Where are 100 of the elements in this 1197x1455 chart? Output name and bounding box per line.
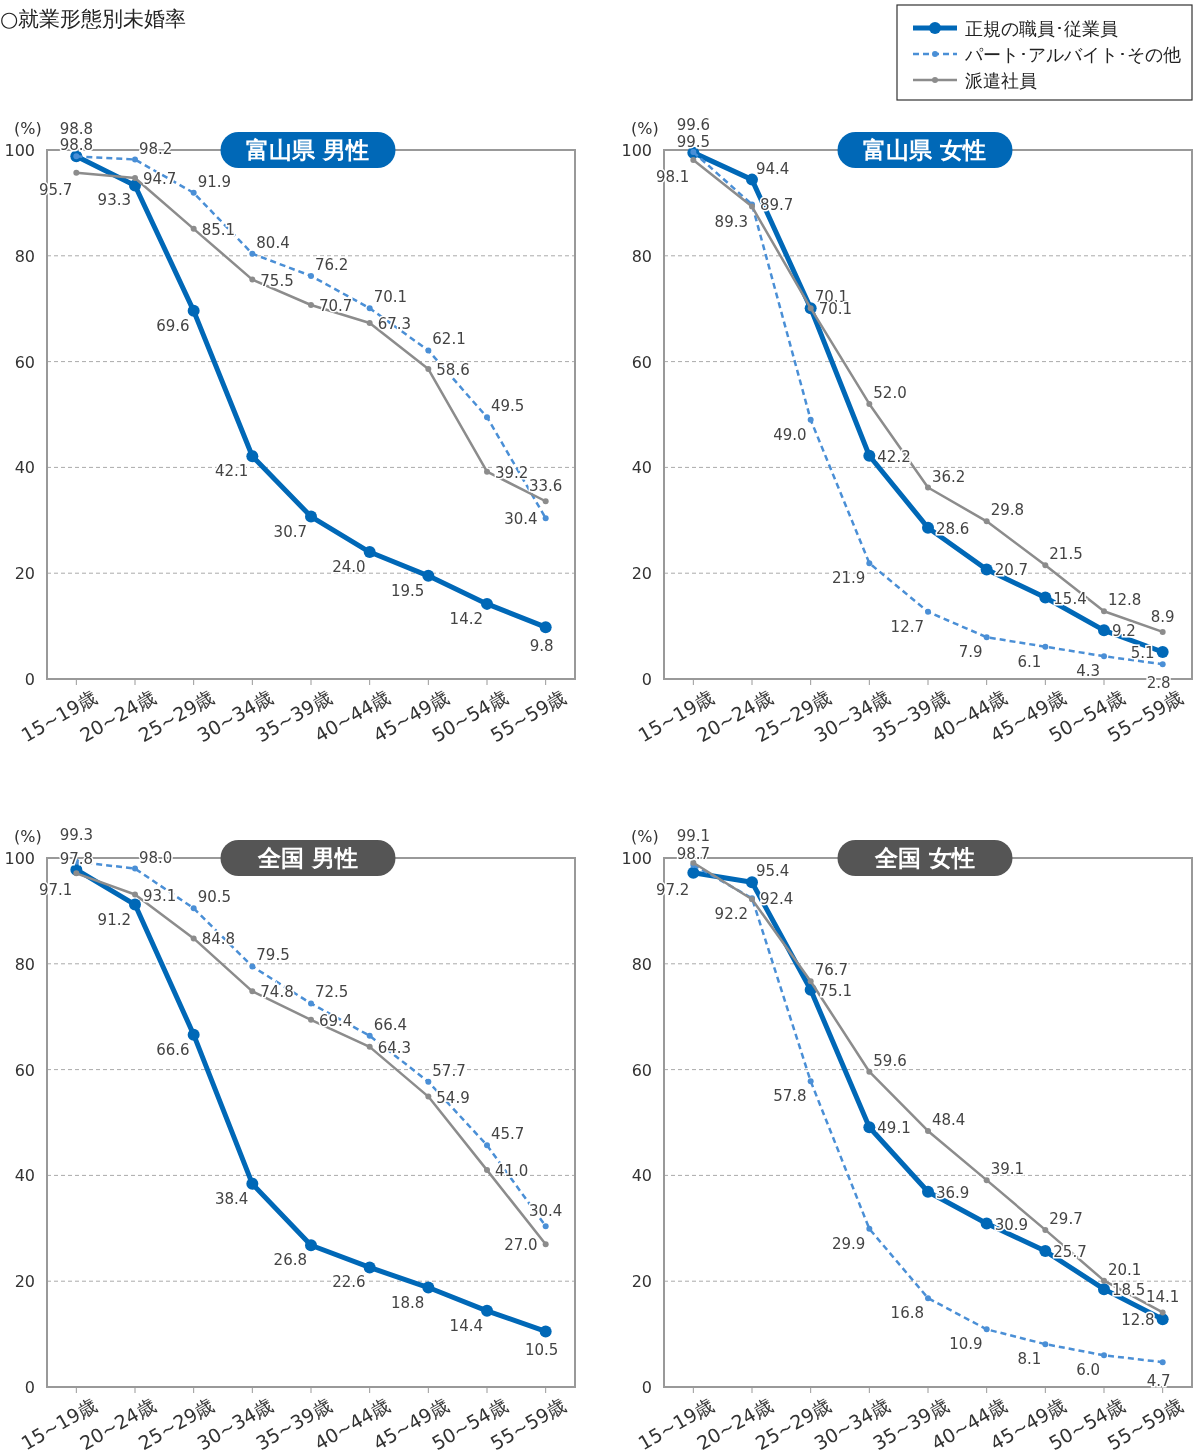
- data-label: 70.7: [319, 297, 353, 315]
- point: [925, 1127, 931, 1134]
- point: [484, 1142, 490, 1149]
- point: [746, 173, 758, 186]
- data-label: 98.0: [139, 848, 173, 867]
- y-tick-label: 20: [631, 1272, 652, 1292]
- point: [1042, 643, 1049, 650]
- data-label: 59.6: [873, 1051, 907, 1070]
- data-label: 57.8: [773, 1087, 807, 1106]
- data-label: 28.6: [936, 519, 970, 538]
- point: [1042, 1341, 1049, 1348]
- point: [249, 963, 256, 970]
- data-label: 24.0: [332, 558, 366, 577]
- data-label: 41.0: [495, 1162, 529, 1181]
- y-axis-title: (%): [631, 827, 659, 846]
- point: [866, 560, 873, 567]
- point: [363, 1261, 376, 1274]
- point: [1156, 1313, 1169, 1326]
- chart-title: 全国 男性: [256, 845, 359, 871]
- data-label: 98.8: [59, 120, 94, 139]
- data-label: 76.7: [814, 961, 849, 980]
- data-label: 30.9: [994, 1215, 1029, 1234]
- data-label: 14.4: [449, 1316, 483, 1335]
- point: [249, 250, 256, 257]
- data-label: 14.2: [449, 609, 483, 628]
- y-tick-label: 100: [4, 849, 35, 868]
- data-label: 12.8: [1108, 591, 1142, 610]
- data-label: 33.6: [528, 477, 563, 496]
- point: [73, 169, 80, 176]
- data-label: 99.3: [59, 825, 94, 844]
- point: [690, 157, 697, 164]
- point: [925, 484, 931, 491]
- point: [308, 302, 314, 308]
- point: [863, 1121, 876, 1134]
- data-label: 30.4: [528, 1202, 563, 1221]
- point: [484, 1167, 490, 1174]
- data-label: 10.9: [949, 1335, 983, 1354]
- point: [866, 1225, 873, 1232]
- point: [866, 400, 873, 407]
- data-label: 69.6: [156, 316, 190, 335]
- point: [1101, 608, 1107, 615]
- text: ○就業形態別未婚率: [0, 7, 187, 31]
- data-label: 95.7: [38, 180, 73, 199]
- point: [132, 891, 138, 898]
- point: [484, 468, 490, 475]
- point: [922, 521, 934, 534]
- data-label: 29.8: [990, 501, 1025, 520]
- data-label: 7.9: [958, 643, 983, 662]
- point: [542, 498, 549, 505]
- point: [363, 546, 376, 559]
- y-tick-label: 20: [14, 564, 35, 584]
- data-label: 29.7: [1049, 1209, 1083, 1228]
- data-label: 5.1: [1130, 644, 1155, 663]
- point: [1098, 1283, 1110, 1296]
- data-label: 36.2: [932, 467, 966, 486]
- point: [366, 1032, 373, 1039]
- point: [481, 597, 493, 610]
- point: [1101, 1277, 1107, 1284]
- point: [422, 569, 435, 582]
- data-label: 92.2: [714, 905, 748, 924]
- data-label: 99.5: [676, 132, 711, 151]
- point: [980, 1217, 993, 1230]
- data-label: 70.1: [373, 288, 408, 307]
- data-label: 98.2: [139, 139, 173, 158]
- y-tick-label: 40: [631, 458, 652, 478]
- data-label: 9.2: [1112, 622, 1136, 641]
- point: [187, 1028, 200, 1041]
- data-label: 19.5: [390, 581, 425, 600]
- data-label: 76.2: [315, 255, 349, 274]
- data-label: 74.8: [260, 983, 294, 1002]
- point: [1098, 624, 1110, 637]
- point: [1039, 1245, 1052, 1258]
- point: [305, 510, 317, 523]
- point: [425, 347, 432, 354]
- data-label: 99.6: [676, 116, 711, 135]
- data-label: 48.4: [932, 1110, 966, 1129]
- point: [425, 1078, 432, 1085]
- chart-title: 富山県 男性: [246, 137, 370, 163]
- point: [542, 1223, 549, 1230]
- point: [539, 621, 552, 634]
- data-label: 98.8: [59, 136, 94, 155]
- y-tick-label: 60: [14, 1060, 35, 1080]
- data-label: 10.5: [524, 1341, 559, 1360]
- point: [1156, 646, 1169, 659]
- point: [1042, 562, 1049, 569]
- point: [132, 175, 138, 182]
- point: [1101, 1352, 1107, 1359]
- chart-title: 富山県 女性: [863, 137, 987, 163]
- y-axis-title: (%): [14, 119, 42, 138]
- data-label: 97.2: [655, 880, 690, 899]
- data-label: 91.2: [97, 910, 131, 929]
- y-axis-title: (%): [631, 119, 659, 138]
- data-label: 72.5: [315, 983, 349, 1002]
- data-label: 62.1: [432, 330, 466, 349]
- data-label: 45.7: [491, 1125, 525, 1144]
- data-label: 49.0: [773, 425, 807, 444]
- point: [983, 518, 990, 525]
- point: [246, 450, 259, 463]
- data-label: 16.8: [890, 1304, 924, 1323]
- point: [925, 1295, 931, 1302]
